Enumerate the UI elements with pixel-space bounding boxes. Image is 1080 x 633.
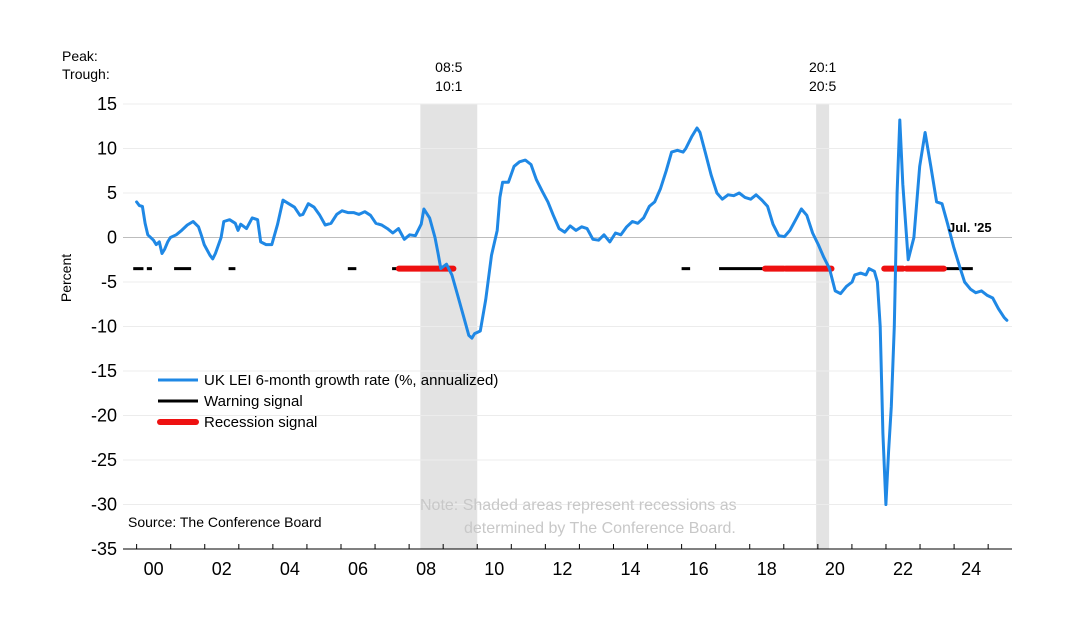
x-tick-label: 22 bbox=[893, 559, 913, 579]
recession-trough-label-0: 10:1 bbox=[435, 78, 462, 94]
y-tick-label: -20 bbox=[91, 406, 117, 426]
y-tick-label: -5 bbox=[101, 272, 117, 292]
x-tick-label: 16 bbox=[689, 559, 709, 579]
x-tick-label: 04 bbox=[280, 559, 300, 579]
y-tick-label: 0 bbox=[107, 228, 117, 248]
source-note: Source: The Conference Board bbox=[128, 514, 322, 530]
legend: UK LEI 6-month growth rate (%, annualize… bbox=[157, 372, 498, 431]
trough-label: Trough: bbox=[62, 66, 110, 82]
recession-peak-label-1: 20:1 bbox=[809, 59, 836, 75]
legend-label-lei: UK LEI 6-month growth rate (%, annualize… bbox=[204, 372, 498, 389]
y-tick-label: -15 bbox=[91, 361, 117, 381]
y-axis-title: Percent bbox=[58, 254, 74, 302]
shading-note-line-2: determined by The Conference Board. bbox=[464, 520, 736, 537]
x-tick-label: 12 bbox=[552, 559, 572, 579]
y-tick-label: -25 bbox=[91, 450, 117, 470]
x-tick-label: 00 bbox=[144, 559, 164, 579]
x-tick-label: 02 bbox=[212, 559, 232, 579]
y-tick-label: 10 bbox=[97, 139, 117, 159]
gridlines bbox=[123, 103, 1012, 505]
legend-label-warning: Warning signal bbox=[204, 393, 303, 410]
recession-shading-layer: 08:5 10:1 20:1 20:5 bbox=[420, 59, 836, 549]
y-tick-label: -35 bbox=[91, 539, 117, 559]
y-tick-label: -10 bbox=[91, 317, 117, 337]
x-tick-label: 24 bbox=[961, 559, 981, 579]
x-tick-label: 10 bbox=[484, 559, 504, 579]
series-line-uk-lei bbox=[135, 118, 1009, 506]
y-tick-label: 5 bbox=[107, 183, 117, 203]
x-tick-label: 18 bbox=[757, 559, 777, 579]
x-tick-label: 06 bbox=[348, 559, 368, 579]
last-value-label: Jul. '25 bbox=[948, 220, 992, 235]
y-tick-label: 15 bbox=[97, 94, 117, 114]
x-tick-label: 08 bbox=[416, 559, 436, 579]
peak-label: Peak: bbox=[62, 48, 98, 64]
recession-trough-label-1: 20:5 bbox=[809, 78, 836, 94]
y-tick-label: -30 bbox=[91, 495, 117, 515]
axes: 15 10 5 0 -5 -10 -15 -20 -25 -30 -35 00 02 04 06 08 10 12… bbox=[91, 94, 1012, 579]
recession-peak-label-0: 08:5 bbox=[435, 59, 462, 75]
x-tick-label: 20 bbox=[825, 559, 845, 579]
x-tick-label: 14 bbox=[620, 559, 640, 579]
legend-label-recession: Recession signal bbox=[204, 414, 317, 431]
series-line-layer bbox=[135, 118, 1009, 506]
shading-note-line-1: Note: Shaded areas represent recessions … bbox=[420, 497, 737, 514]
